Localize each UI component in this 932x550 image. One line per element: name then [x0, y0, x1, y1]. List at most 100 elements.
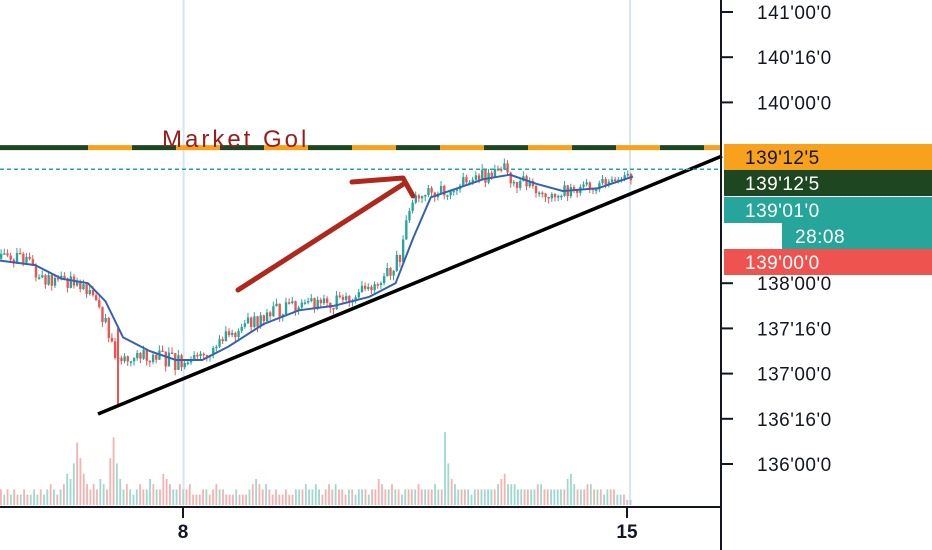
volume-bar	[493, 489, 496, 505]
candle-body	[291, 301, 294, 304]
candle-body	[344, 296, 348, 300]
candle-body	[614, 179, 617, 182]
volume-bar	[510, 484, 513, 505]
volume-bar	[46, 489, 49, 505]
candle-body	[506, 163, 509, 173]
volume-bar	[623, 494, 625, 505]
volume-bar	[616, 494, 619, 505]
candle-body	[272, 306, 275, 317]
volume-bar	[566, 479, 569, 505]
volume-bar	[298, 489, 301, 505]
volume-bar	[149, 479, 151, 505]
candle-body	[47, 275, 50, 285]
x-tick-label: 8	[178, 522, 189, 543]
volume-bar	[19, 494, 22, 505]
volume-bar	[437, 489, 440, 505]
price-axis[interactable]	[0, 0, 722, 550]
candle-body	[360, 285, 364, 293]
candle-body	[44, 275, 47, 285]
price-badge-label: 139'01'0	[745, 201, 820, 222]
volume-bar	[139, 484, 142, 505]
volume-bar	[79, 458, 82, 505]
volume-bar	[331, 489, 334, 505]
candle-body	[560, 195, 563, 198]
candle-body	[512, 181, 516, 184]
candle-body	[604, 178, 607, 185]
volume-bar	[324, 489, 327, 505]
volume-bar	[530, 489, 533, 505]
volume-bar	[155, 489, 158, 505]
candle-body	[493, 169, 497, 177]
arrow-head	[349, 175, 416, 199]
volume-bar	[145, 489, 148, 505]
volume-bar	[384, 489, 387, 505]
candle-body	[572, 187, 576, 190]
y-axis-ticks: 141'00'0 140'16'0 140'00'0 138'00'0 137'16'0…	[721, 3, 832, 476]
candle-body	[262, 315, 266, 322]
candle-body	[446, 195, 449, 197]
volume-bar	[278, 494, 281, 505]
volume-bar	[334, 484, 337, 505]
arrow-annotation	[235, 175, 416, 293]
candle-body	[477, 175, 481, 181]
volume-bar	[258, 484, 261, 505]
candle-body	[28, 256, 31, 260]
volume-bar	[417, 484, 420, 505]
candle-body	[392, 270, 395, 276]
candle-body	[34, 264, 38, 278]
volume-bar	[109, 458, 112, 505]
volume-bar	[490, 489, 493, 505]
volume-bar	[142, 489, 145, 505]
y-tick-label: 140'00'0	[757, 93, 832, 114]
volume-bar	[520, 489, 523, 505]
price-badge	[724, 144, 932, 170]
candle-body	[626, 174, 630, 176]
candle-body	[66, 278, 69, 288]
volume-bar	[0, 489, 2, 505]
volume-bar	[228, 494, 231, 505]
moving-average-line	[0, 173, 634, 361]
price-badge-label: 139'00'0	[745, 253, 820, 274]
candle-body	[310, 298, 313, 301]
volume-bar	[222, 489, 224, 505]
candle-body	[69, 276, 73, 288]
candle-body	[370, 286, 373, 291]
candle-body	[85, 284, 88, 295]
volume-bar	[185, 489, 188, 505]
volume-bar	[119, 479, 122, 505]
volume-bar	[49, 484, 52, 505]
volume-bar	[255, 479, 258, 505]
candle-body	[325, 298, 329, 303]
volume-bar	[96, 489, 98, 505]
volume-bar	[102, 484, 105, 505]
volume-bar	[162, 473, 165, 505]
candle-body	[259, 315, 262, 327]
volume-bar	[420, 489, 423, 505]
volume-bar	[377, 479, 380, 505]
candle-body	[278, 303, 281, 317]
volume-bar	[540, 484, 543, 505]
candle-body	[120, 357, 123, 362]
volume-bar	[36, 494, 39, 505]
price-level-lines	[0, 145, 720, 171]
volume-bar	[195, 494, 198, 505]
volume-bar	[23, 489, 26, 505]
candle-body	[411, 202, 414, 211]
candle-body	[98, 299, 101, 308]
candle-body	[142, 349, 145, 359]
volume-bar	[16, 494, 19, 505]
y-tick-label: 137'00'0	[757, 365, 832, 386]
volume-bar	[172, 489, 175, 505]
volume-bar	[314, 484, 317, 505]
volume-bar	[367, 494, 370, 505]
volume-bar	[265, 484, 267, 505]
candle-body	[107, 318, 110, 338]
volume-bar	[294, 489, 297, 505]
candle-body	[234, 332, 237, 338]
candle-body	[595, 189, 598, 191]
volume-bar	[308, 489, 311, 505]
candle-body	[408, 210, 411, 221]
volume-bar	[43, 494, 45, 505]
volume-bar	[53, 489, 55, 505]
